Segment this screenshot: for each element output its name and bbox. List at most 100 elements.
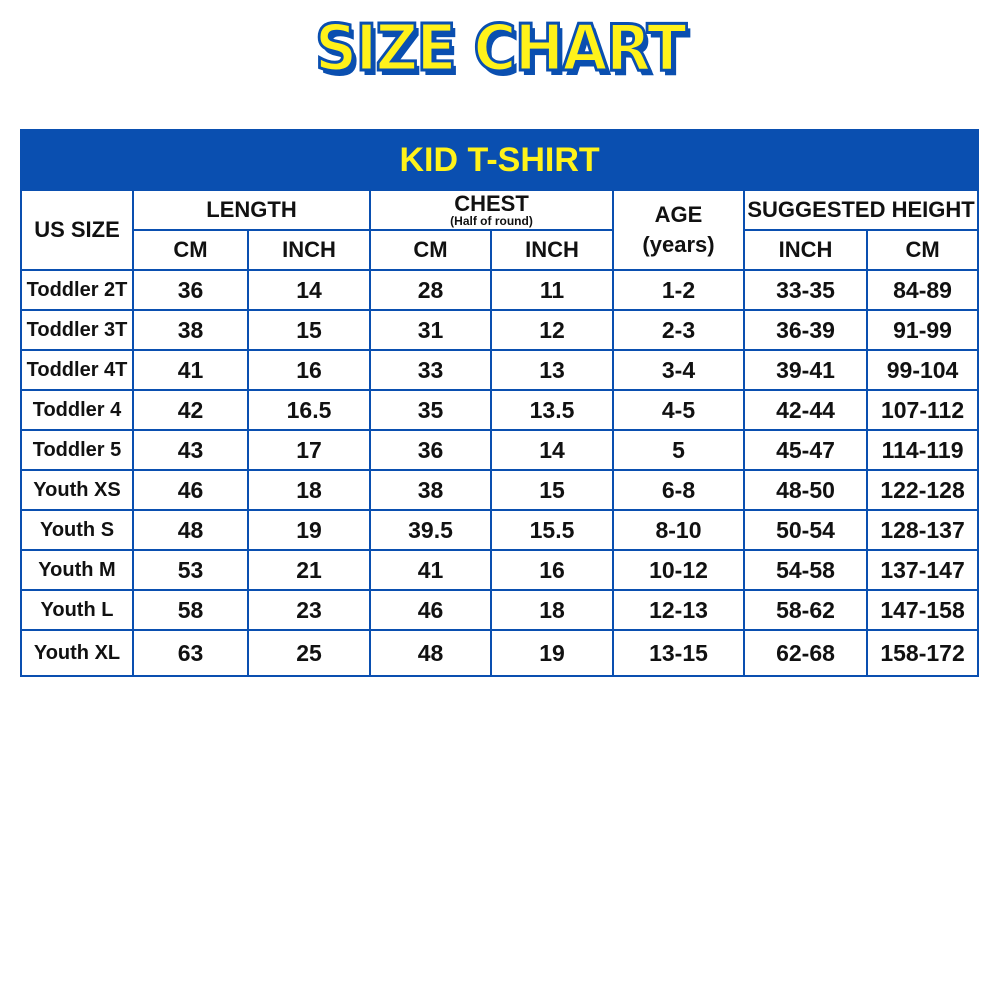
cell-chest-cm: 46: [369, 589, 492, 631]
cell-length-cm: 53: [132, 549, 249, 591]
cell-height-cm: 84-89: [865, 269, 980, 311]
cell-chest-inch: 16: [490, 549, 614, 591]
size-chart-table: KID T-SHIRT US SIZE LENGTH CHEST (Half o…: [19, 129, 980, 677]
cell-length-inch: 17: [247, 429, 371, 471]
page-title: SIZE CHART: [313, 11, 688, 88]
cell-us-size: Toddler 4T: [20, 349, 134, 391]
cell-us-size: Toddler 4: [20, 389, 134, 431]
cell-height-inch: 54-58: [743, 549, 868, 591]
cell-chest-cm: 35: [369, 389, 492, 431]
cell-length-cm: 38: [132, 309, 249, 351]
cell-age: 4-5: [612, 389, 745, 431]
header-height-cm: CM: [865, 229, 980, 271]
cell-height-inch: 58-62: [743, 589, 868, 631]
cell-height-cm: 114-119: [865, 429, 980, 471]
cell-age: 2-3: [612, 309, 745, 351]
header-chest-inch: INCH: [490, 229, 614, 271]
cell-height-cm: 91-99: [865, 309, 980, 351]
cell-chest-cm: 36: [369, 429, 492, 471]
cell-length-inch: 16.5: [247, 389, 371, 431]
cell-chest-cm: 33: [369, 349, 492, 391]
cell-us-size: Youth S: [20, 509, 134, 551]
cell-age: 1-2: [612, 269, 745, 311]
header-height-inch: INCH: [743, 229, 868, 271]
table-row: Youth XL 63 25 48 19 13-15 62-68 158-172: [20, 629, 980, 677]
header-age: AGE (years): [612, 189, 745, 271]
cell-length-cm: 46: [132, 469, 249, 511]
cell-height-cm: 122-128: [865, 469, 980, 511]
cell-length-inch: 18: [247, 469, 371, 511]
cell-chest-inch: 15.5: [490, 509, 614, 551]
cell-chest-inch: 13: [490, 349, 614, 391]
header-chest: CHEST (Half of round): [369, 189, 614, 231]
header-age-unit: (years): [642, 232, 715, 257]
cell-length-inch: 15: [247, 309, 371, 351]
cell-length-cm: 58: [132, 589, 249, 631]
cell-height-inch: 48-50: [743, 469, 868, 511]
header-length-cm: CM: [132, 229, 249, 271]
cell-chest-inch: 13.5: [490, 389, 614, 431]
header-chest-cm: CM: [369, 229, 492, 271]
cell-us-size: Toddler 2T: [20, 269, 134, 311]
cell-chest-cm: 41: [369, 549, 492, 591]
cell-age: 6-8: [612, 469, 745, 511]
cell-height-inch: 36-39: [743, 309, 868, 351]
cell-height-inch: 33-35: [743, 269, 868, 311]
cell-height-inch: 39-41: [743, 349, 868, 391]
cell-length-cm: 36: [132, 269, 249, 311]
cell-chest-cm: 48: [369, 629, 492, 677]
header-chest-note: (Half of round): [450, 214, 533, 228]
table-banner: KID T-SHIRT: [19, 129, 980, 191]
cell-height-inch: 62-68: [743, 629, 868, 677]
cell-length-cm: 48: [132, 509, 249, 551]
header-length-inch: INCH: [247, 229, 371, 271]
cell-height-cm: 147-158: [865, 589, 980, 631]
cell-us-size: Youth M: [20, 549, 134, 591]
cell-height-inch: 50-54: [743, 509, 868, 551]
header-length: LENGTH: [132, 189, 371, 231]
table-row: Toddler 2T 36 14 28 11 1-2 33-35 84-89: [20, 269, 980, 311]
cell-age: 3-4: [612, 349, 745, 391]
table-row: Youth M 53 21 41 16 10-12 54-58 137-147: [20, 549, 980, 591]
header-suggested-height: SUGGESTED HEIGHT: [742, 189, 980, 231]
cell-us-size: Youth XL: [20, 629, 134, 677]
cell-length-inch: 23: [247, 589, 371, 631]
cell-age: 13-15: [612, 629, 745, 677]
cell-height-inch: 42-44: [743, 389, 868, 431]
cell-us-size: Youth L: [20, 589, 134, 631]
cell-us-size: Toddler 5: [20, 429, 134, 471]
cell-chest-inch: 18: [490, 589, 614, 631]
cell-height-cm: 107-112: [865, 389, 980, 431]
cell-length-inch: 16: [247, 349, 371, 391]
cell-chest-cm: 31: [369, 309, 492, 351]
cell-length-inch: 14: [247, 269, 371, 311]
cell-chest-cm: 38: [369, 469, 492, 511]
header-us-size: US SIZE: [20, 189, 134, 271]
table-row: Toddler 3T 38 15 31 12 2-3 36-39 91-99: [20, 309, 980, 351]
cell-age: 5: [612, 429, 745, 471]
header-chest-label: CHEST: [454, 191, 529, 216]
cell-length-cm: 63: [132, 629, 249, 677]
table-row: Toddler 4 42 16.5 35 13.5 4-5 42-44 107-112: [20, 389, 980, 431]
cell-length-inch: 25: [247, 629, 371, 677]
cell-length-inch: 21: [247, 549, 371, 591]
cell-age: 8-10: [612, 509, 745, 551]
table-row: Toddler 4T 41 16 33 13 3-4 39-41 99-104: [20, 349, 980, 391]
table-row: Youth XS 46 18 38 15 6-8 48-50 122-128: [20, 469, 980, 511]
cell-us-size: Youth XS: [20, 469, 134, 511]
cell-chest-cm: 28: [369, 269, 492, 311]
table-row: Youth L 58 23 46 18 12-13 58-62 147-158: [20, 589, 980, 631]
cell-height-cm: 158-172: [865, 629, 980, 677]
cell-height-inch: 45-47: [743, 429, 868, 471]
cell-chest-cm: 39.5: [369, 509, 492, 551]
cell-length-cm: 43: [132, 429, 249, 471]
cell-us-size: Toddler 3T: [20, 309, 134, 351]
cell-chest-inch: 11: [490, 269, 614, 311]
cell-chest-inch: 19: [490, 629, 614, 677]
cell-chest-inch: 14: [490, 429, 614, 471]
cell-length-cm: 42: [132, 389, 249, 431]
table-row: Youth S 48 19 39.5 15.5 8-10 50-54 128-137: [20, 509, 980, 551]
cell-chest-inch: 15: [490, 469, 614, 511]
cell-length-cm: 41: [132, 349, 249, 391]
cell-age: 10-12: [612, 549, 745, 591]
